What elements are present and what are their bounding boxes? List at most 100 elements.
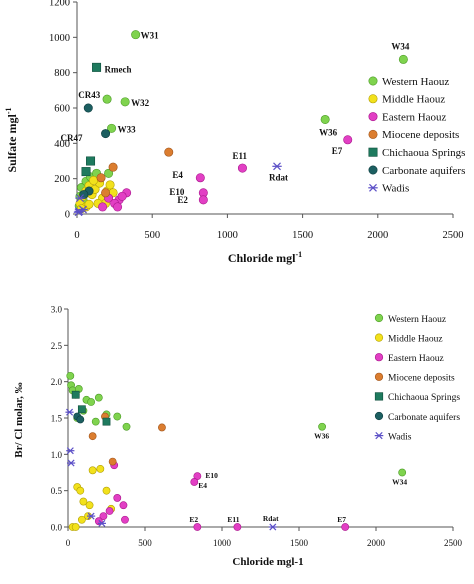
data-point: [85, 501, 94, 510]
point-label: E10: [205, 471, 218, 480]
x-tick-label: 500: [138, 538, 152, 548]
point-label: E4: [198, 481, 207, 490]
data-point: [75, 194, 85, 203]
data-point: [89, 175, 99, 185]
data-point: [117, 191, 127, 201]
series-chichaoua-springs: [71, 390, 111, 426]
data-point: [190, 478, 199, 486]
point-label: W34: [392, 478, 407, 487]
y-tick-label: 1.0: [51, 450, 63, 460]
data-point: [96, 173, 106, 183]
legend-label: Carbonate aquifers: [382, 165, 465, 177]
y-tick-label: 2.0: [51, 377, 63, 387]
data-point: [164, 147, 174, 157]
x-axis-title: Chloride mgl-1: [232, 556, 303, 568]
data-point: [105, 180, 115, 190]
legend-label: Western Haouz: [388, 315, 446, 325]
legend-label: Miocene deposits: [382, 129, 459, 141]
data-point: [320, 114, 330, 124]
y-axis-title: Br/ Cl molar, ‰: [13, 382, 25, 457]
legend-label: Middle Haouz: [388, 334, 443, 344]
y-tick-label: 3.0: [51, 305, 63, 315]
y-axis-title-superscript: -1: [4, 107, 13, 114]
data-point: [98, 202, 108, 212]
data-point: [71, 523, 80, 531]
point-label: W31: [141, 31, 160, 41]
data-point: [102, 486, 111, 495]
y-axis-title: Sulfate mgl-1: [4, 107, 19, 172]
legend-label: Eastern Haouz: [388, 354, 444, 364]
data-point: [66, 447, 75, 455]
y-tick-label: 400: [54, 139, 70, 150]
legend-label: Miocene deposits: [388, 374, 455, 384]
data-point: [81, 167, 91, 177]
series-carbonate-aquifers: [73, 412, 85, 424]
data-point: [398, 468, 407, 477]
data-point: [77, 405, 86, 414]
point-label: W33: [118, 124, 137, 134]
data-point: [120, 97, 130, 107]
chart-2: 0 500 1000 1500 2000 2500 0.0 0.5 1.0 1.5 2.0 2.5 3.…: [13, 305, 463, 569]
data-point: [97, 519, 106, 527]
point-label: Rdat: [263, 514, 279, 523]
y-tick-label: 0: [65, 210, 70, 221]
point-label: CR43: [78, 90, 100, 100]
data-point: [76, 486, 85, 495]
legend-marker: [374, 411, 384, 421]
y-tick-label: 1.5: [51, 414, 63, 424]
data-point: [99, 512, 108, 520]
data-point: [105, 507, 114, 515]
series-eastern-haouz: [98, 135, 353, 212]
series-miocene-deposits: [96, 147, 174, 198]
data-point: [113, 202, 123, 212]
legend-marker: [374, 333, 384, 342]
series-western-haouz: [74, 30, 408, 211]
data-point: [113, 494, 122, 502]
y-tick-label: 800: [54, 68, 70, 79]
data-point: [398, 54, 408, 64]
data-point: [119, 501, 128, 510]
point-label: E7: [332, 146, 343, 156]
x-tick-label: 1500: [290, 538, 309, 548]
data-point: [131, 30, 141, 40]
data-point: [195, 173, 205, 183]
series-eastern-haouz: [94, 461, 350, 531]
legend: Western Haouz Middle Haouz Eastern Haouz Mi…: [374, 313, 460, 442]
point-label: E2: [189, 515, 198, 524]
data-point: [88, 432, 97, 441]
data-point: [108, 457, 117, 466]
y-axis-title-text: Br/ Cl molar, ‰: [13, 382, 25, 457]
annotations: W31 W34 Rmech CR43 W32 W36 W33 E7 CR47 E11 Rdat E4 E…: [61, 31, 410, 205]
data-point: [108, 162, 118, 172]
data-point: [79, 497, 88, 506]
data-point: [92, 62, 102, 72]
legend-label: Middle Haouz: [382, 94, 445, 106]
legend-label: Western Haouz: [382, 76, 449, 88]
data-point: [83, 103, 93, 113]
x-tick-label: 1000: [213, 538, 232, 548]
data-point: [121, 515, 129, 524]
x-tick-label: 2500: [443, 230, 464, 241]
data-point: [101, 129, 111, 139]
point-label: E4: [172, 170, 183, 180]
data-point: [86, 156, 96, 166]
legend-marker: [368, 76, 378, 86]
data-point: [233, 523, 242, 531]
series-miocene-deposits: [88, 412, 166, 466]
x-axis-title-superscript: -1: [296, 250, 303, 259]
x-tick-label: 1500: [292, 230, 313, 241]
x-tick-label: 1000: [217, 230, 238, 241]
series-middle-haouz: [68, 464, 116, 531]
legend-marker: [368, 94, 378, 104]
data-point: [76, 415, 85, 424]
y-axis-title-text: Sulfate mgl: [5, 114, 19, 173]
y-tick-label: 2.5: [51, 341, 63, 351]
series-wadis: [65, 408, 277, 531]
legend-label: Eastern Haouz: [382, 111, 447, 123]
data-point: [87, 398, 95, 406]
data-point: [104, 168, 114, 178]
legend-label: Wadis: [388, 432, 412, 442]
data-point: [272, 162, 282, 171]
legend-marker: [368, 147, 378, 157]
